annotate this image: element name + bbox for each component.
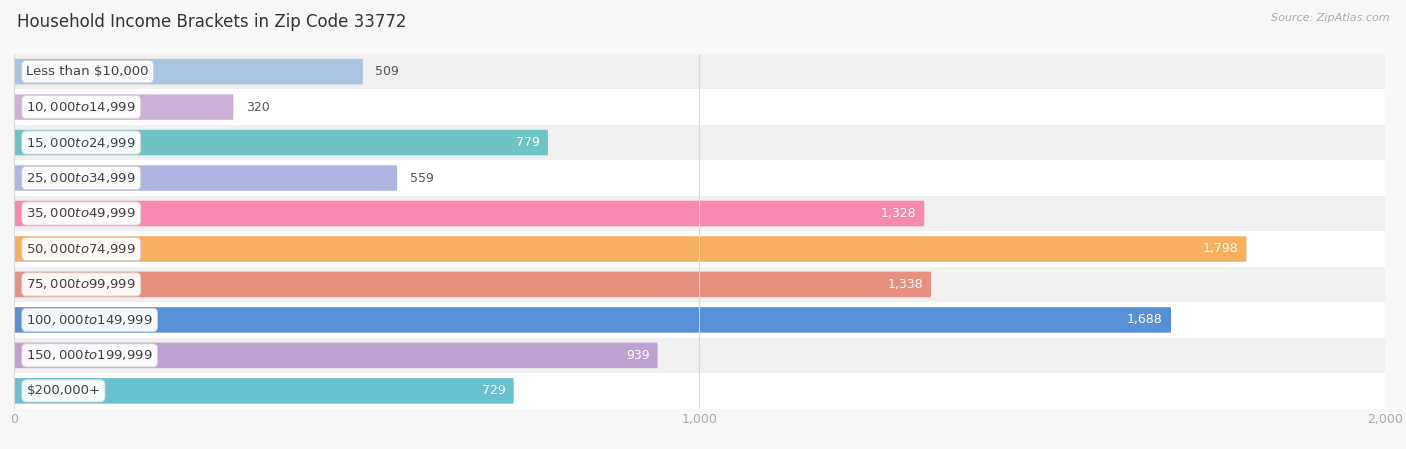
Text: 1,338: 1,338 — [887, 278, 922, 291]
FancyBboxPatch shape — [14, 160, 1385, 196]
FancyBboxPatch shape — [14, 54, 1385, 89]
Text: 320: 320 — [246, 101, 270, 114]
FancyBboxPatch shape — [14, 373, 1385, 409]
FancyBboxPatch shape — [14, 201, 924, 226]
Text: $50,000 to $74,999: $50,000 to $74,999 — [27, 242, 136, 256]
FancyBboxPatch shape — [14, 231, 1385, 267]
Text: $35,000 to $49,999: $35,000 to $49,999 — [27, 207, 136, 220]
Text: 939: 939 — [626, 349, 650, 362]
Text: 1,328: 1,328 — [880, 207, 917, 220]
FancyBboxPatch shape — [14, 236, 1247, 262]
Text: $75,000 to $99,999: $75,000 to $99,999 — [27, 277, 136, 291]
Text: 779: 779 — [516, 136, 540, 149]
FancyBboxPatch shape — [14, 302, 1385, 338]
Text: Source: ZipAtlas.com: Source: ZipAtlas.com — [1271, 13, 1389, 23]
Text: $200,000+: $200,000+ — [27, 384, 100, 397]
Text: 509: 509 — [375, 65, 399, 78]
FancyBboxPatch shape — [14, 272, 931, 297]
Text: $100,000 to $149,999: $100,000 to $149,999 — [27, 313, 153, 327]
FancyBboxPatch shape — [14, 267, 1385, 302]
FancyBboxPatch shape — [14, 196, 1385, 231]
FancyBboxPatch shape — [14, 94, 233, 120]
Text: $150,000 to $199,999: $150,000 to $199,999 — [27, 348, 153, 362]
FancyBboxPatch shape — [14, 89, 1385, 125]
Text: 729: 729 — [482, 384, 506, 397]
Text: Less than $10,000: Less than $10,000 — [27, 65, 149, 78]
Text: $15,000 to $24,999: $15,000 to $24,999 — [27, 136, 136, 150]
Text: $25,000 to $34,999: $25,000 to $34,999 — [27, 171, 136, 185]
FancyBboxPatch shape — [14, 165, 398, 191]
Text: 1,798: 1,798 — [1202, 242, 1239, 255]
FancyBboxPatch shape — [14, 130, 548, 155]
FancyBboxPatch shape — [14, 338, 1385, 373]
FancyBboxPatch shape — [14, 378, 513, 404]
Text: 1,688: 1,688 — [1128, 313, 1163, 326]
FancyBboxPatch shape — [14, 125, 1385, 160]
FancyBboxPatch shape — [14, 343, 658, 368]
Text: Household Income Brackets in Zip Code 33772: Household Income Brackets in Zip Code 33… — [17, 13, 406, 31]
Text: 559: 559 — [409, 172, 433, 185]
Text: $10,000 to $14,999: $10,000 to $14,999 — [27, 100, 136, 114]
FancyBboxPatch shape — [14, 59, 363, 84]
FancyBboxPatch shape — [14, 307, 1171, 333]
